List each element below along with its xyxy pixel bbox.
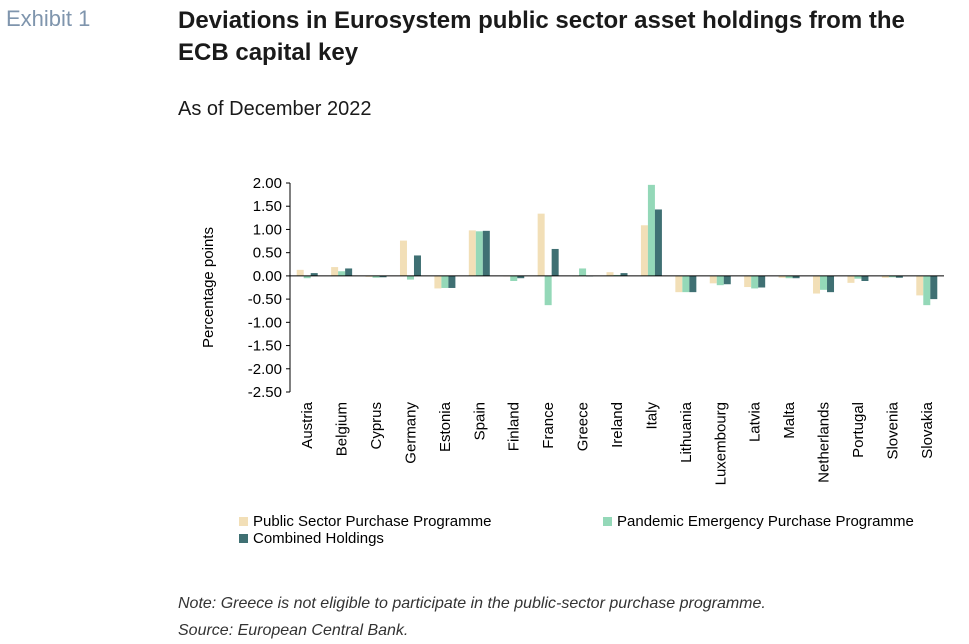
y-tick-label: 0.00 xyxy=(253,268,282,285)
chart-subtitle: As of December 2022 xyxy=(178,98,372,120)
bar-pspp xyxy=(331,267,339,276)
x-tick-label: Slovakia xyxy=(919,401,936,458)
bar-combined xyxy=(345,268,353,276)
bar-pepp xyxy=(441,275,449,288)
bar-combined xyxy=(792,275,800,279)
bar-pspp xyxy=(709,275,717,284)
bar-combined xyxy=(861,275,869,281)
x-tick-label: Slovenia xyxy=(884,401,901,459)
bar-pspp xyxy=(847,275,855,283)
bar-pspp xyxy=(468,230,476,276)
legend-swatch-pspp xyxy=(239,517,248,526)
y-tick-label: 1.50 xyxy=(253,198,282,215)
bar-pspp xyxy=(813,275,821,294)
legend-item-pspp: Public Sector Purchase Programme xyxy=(239,513,491,530)
bar-combined xyxy=(517,275,525,279)
chart-notes: Note: Greece is not eligible to particip… xyxy=(178,590,766,644)
x-tick-label: Cyprus xyxy=(368,402,385,450)
bar-combined xyxy=(482,230,490,276)
bar-combined xyxy=(551,248,559,276)
x-tick-label: Portugal xyxy=(850,402,867,458)
bar-pspp xyxy=(606,272,614,276)
bar-pspp xyxy=(640,225,648,276)
bar-combined xyxy=(448,275,456,288)
chart-legend: Public Sector Purchase Programme Pandemi… xyxy=(239,513,959,553)
x-tick-label: Ireland xyxy=(609,402,626,448)
x-tick-label: Netherlands xyxy=(816,402,833,483)
y-tick-label: -0.50 xyxy=(248,291,282,308)
y-tick-label: -1.50 xyxy=(248,338,282,355)
bar-pspp xyxy=(434,275,442,289)
x-tick-label: Estonia xyxy=(437,401,454,452)
bar-pepp xyxy=(475,231,483,276)
y-tick-label: -1.00 xyxy=(248,314,282,331)
bar-combined xyxy=(827,275,835,293)
x-tick-label: Germany xyxy=(402,402,419,464)
bar-combined xyxy=(758,275,766,288)
bar-pepp xyxy=(579,268,587,276)
bar-combined xyxy=(310,273,318,276)
legend-label-pepp: Pandemic Emergency Purchase Programme xyxy=(617,513,914,530)
legend-swatch-combined xyxy=(239,534,248,543)
bar-chart: 2.00 1.50 1.00 0.50 0.00 -0.50 -1.00 -1.50 -2.00… xyxy=(200,175,944,485)
bar-combined xyxy=(379,275,387,278)
bar-pspp xyxy=(675,275,683,293)
x-tick-label: Spain xyxy=(471,402,488,440)
footnote: Note: Greece is not eligible to particip… xyxy=(178,595,766,612)
bar-pepp xyxy=(682,275,690,293)
bar-pepp xyxy=(372,275,380,278)
y-tick-label: 1.00 xyxy=(253,221,282,238)
x-tick-label: Belgium xyxy=(334,402,351,456)
bar-combined xyxy=(620,273,628,276)
bar-pspp xyxy=(881,275,889,278)
x-tick-label: Lithuania xyxy=(678,401,695,463)
legend-label-pspp: Public Sector Purchase Programme xyxy=(253,513,492,530)
x-tick-label: Finland xyxy=(506,402,523,451)
y-tick-label: -2.50 xyxy=(248,384,282,401)
legend-swatch-pepp xyxy=(603,517,612,526)
y-tick-label: 0.50 xyxy=(253,245,282,262)
bar-pspp xyxy=(744,275,752,288)
x-tick-label: Austria xyxy=(299,401,316,448)
bar-pepp xyxy=(406,275,414,280)
x-tick-label: Malta xyxy=(781,401,798,438)
chart-title: Deviations in Eurosystem public sector a… xyxy=(178,7,905,66)
bar-pspp xyxy=(399,240,407,276)
bar-pspp xyxy=(916,275,924,296)
bar-pepp xyxy=(854,275,862,279)
x-tick-label: Latvia xyxy=(747,401,764,442)
x-tick-label: France xyxy=(540,402,557,449)
bar-combined xyxy=(689,275,697,293)
bar-pepp xyxy=(820,275,828,290)
bar-pepp xyxy=(647,184,655,276)
legend-label-combined: Combined Holdings xyxy=(253,530,384,547)
y-tick-label: -2.00 xyxy=(248,361,282,378)
bar-combined xyxy=(895,275,903,278)
y-tick-label: 2.00 xyxy=(253,175,282,192)
bar-combined xyxy=(723,275,731,285)
bar-pepp xyxy=(510,275,518,281)
bar-combined xyxy=(413,255,421,276)
bar-pspp xyxy=(778,275,786,278)
bar-combined xyxy=(930,275,938,300)
legend-item-combined: Combined Holdings xyxy=(239,530,384,547)
bar-pepp xyxy=(751,275,759,289)
bar-pepp xyxy=(785,275,793,279)
source-line: Source: European Central Bank. xyxy=(178,622,409,639)
legend-item-pepp: Pandemic Emergency Purchase Programme xyxy=(603,513,914,530)
bar-pepp xyxy=(338,271,346,276)
x-tick-label: Italy xyxy=(643,402,660,430)
x-tick-label: Luxembourg xyxy=(712,402,729,485)
bar-pepp xyxy=(303,275,311,279)
bar-pepp xyxy=(923,275,931,306)
bar-pepp xyxy=(888,275,896,278)
bar-pspp xyxy=(296,269,304,276)
bar-combined xyxy=(654,209,662,276)
exhibit-label: Exhibit 1 xyxy=(6,6,91,31)
x-tick-label: Greece xyxy=(575,402,592,451)
bar-pepp xyxy=(544,275,552,306)
bar-pspp xyxy=(537,213,545,276)
bar-pepp xyxy=(716,275,724,286)
y-axis-title: Percentage points xyxy=(200,227,217,348)
